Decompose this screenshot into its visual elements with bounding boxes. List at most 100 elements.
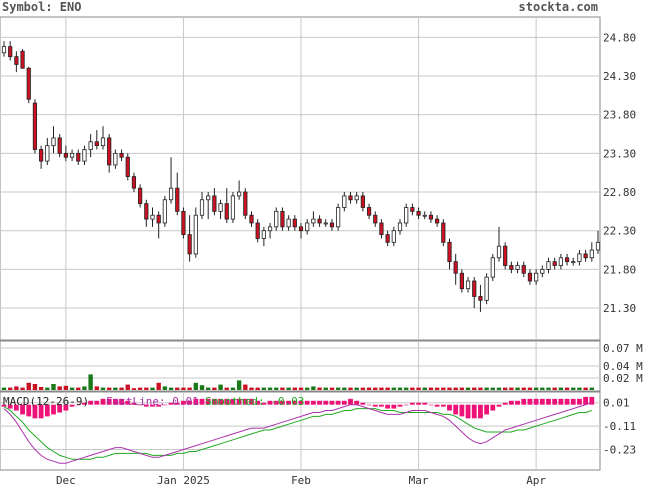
candle-body [267, 226, 273, 232]
candle-body [564, 257, 570, 263]
macd-histogram-bar [310, 400, 316, 405]
macd-histogram-bar [546, 398, 551, 405]
candle-body [385, 234, 390, 243]
macd-histogram-bar [348, 398, 353, 405]
macd-histogram-bar [570, 398, 576, 405]
macd-histogram-bar [242, 398, 248, 405]
volume-bar [422, 387, 427, 390]
volume-bar [218, 384, 223, 390]
candle-body [8, 46, 13, 58]
price-tick-label: 21.80 [603, 263, 636, 276]
volume-bar [502, 387, 508, 390]
volume-bar [20, 387, 25, 390]
candle-body [527, 272, 533, 282]
macd-histogram-bar [447, 404, 452, 411]
macd-histogram-bar [236, 398, 242, 405]
macd-histogram-bar [379, 404, 384, 407]
price-tick-label: 24.30 [603, 70, 636, 83]
volume-bar [1, 387, 7, 390]
macd-histogram-bar [496, 404, 502, 407]
volume-bar [304, 387, 310, 390]
volume-bar [212, 387, 217, 390]
candle-body [360, 195, 365, 208]
macd-histogram-bar [428, 404, 434, 406]
macd-histogram-bar [181, 400, 186, 405]
macd-histogram-bar [539, 398, 545, 405]
price-tick-label: 21.30 [603, 302, 636, 315]
macd-histogram-bar [360, 402, 366, 405]
x-tick-label: Apr [526, 474, 546, 486]
candle-body [144, 203, 149, 220]
volume-bar [144, 387, 149, 390]
macd-histogram-bar [82, 402, 87, 405]
price-tick-label: 23.80 [603, 109, 636, 122]
candle-body [305, 222, 310, 232]
macd-histogram-bar [453, 404, 459, 415]
volume-bar [51, 384, 56, 390]
volume-bar [373, 387, 378, 390]
macd-histogram-bar [478, 404, 483, 419]
volume-bar [230, 387, 236, 390]
volume-bar [391, 387, 397, 390]
volume-bar [106, 387, 112, 390]
macd-histogram-bar [409, 402, 415, 405]
volume-bar [564, 387, 570, 390]
macd-histogram-bar [317, 400, 322, 405]
x-tick-label: Dec [56, 474, 76, 486]
macd-histogram-bar [267, 400, 273, 405]
volume-bar [558, 387, 564, 390]
macd-histogram-bar [26, 404, 32, 417]
volume-bar [267, 387, 273, 390]
candle-body [453, 261, 458, 274]
price-tick-label: 23.30 [603, 147, 636, 160]
macd-histogram-bar [403, 404, 409, 406]
volume-bar [540, 387, 545, 390]
macd-histogram-bar [174, 402, 180, 405]
volume-bars [1, 374, 595, 390]
volume-bar [94, 386, 100, 390]
candle-body [465, 280, 471, 290]
candle-body [292, 218, 297, 228]
macd-histogram-bar [94, 400, 100, 405]
macd-histogram-bar [20, 404, 25, 415]
candle-body [274, 210, 279, 228]
volume-bar [261, 387, 267, 390]
candle-body [125, 156, 130, 177]
macd-histogram-bar [564, 398, 570, 405]
candle-body [156, 214, 161, 224]
volume-bar [342, 387, 347, 390]
volume-bar [298, 387, 304, 390]
volume-bar [14, 386, 19, 390]
volume-bar [484, 387, 489, 390]
candle-body [45, 145, 50, 162]
macd-histogram-bar [286, 400, 292, 405]
volume-bar [181, 387, 186, 390]
macd-histogram-bar [131, 402, 137, 405]
candle-body [404, 207, 409, 224]
macd-histogram-bar [69, 404, 75, 407]
candle-body [119, 152, 124, 158]
grid-layer [0, 17, 600, 470]
volume-bar [459, 387, 465, 390]
macd-histogram-bar [335, 400, 341, 405]
volume-tick-label: 0.07 M [603, 342, 643, 355]
candle-body [366, 207, 372, 216]
macd-histogram-bar [205, 398, 211, 405]
macd-histogram-bar [88, 400, 94, 405]
candle-body [490, 257, 495, 278]
candle-body [422, 214, 427, 217]
volume-bar [472, 387, 477, 390]
macd-histogram-bar [508, 400, 514, 405]
candle-body [428, 214, 434, 220]
candle-body [206, 195, 211, 201]
volume-bar [249, 387, 254, 390]
volume-bar [205, 387, 211, 390]
price-candles [1, 41, 601, 312]
macd-histogram-bar [168, 402, 174, 405]
macd-histogram-bar [156, 404, 162, 407]
candle-body [26, 67, 31, 100]
candle-body [150, 214, 155, 220]
volume-bar [317, 387, 322, 390]
